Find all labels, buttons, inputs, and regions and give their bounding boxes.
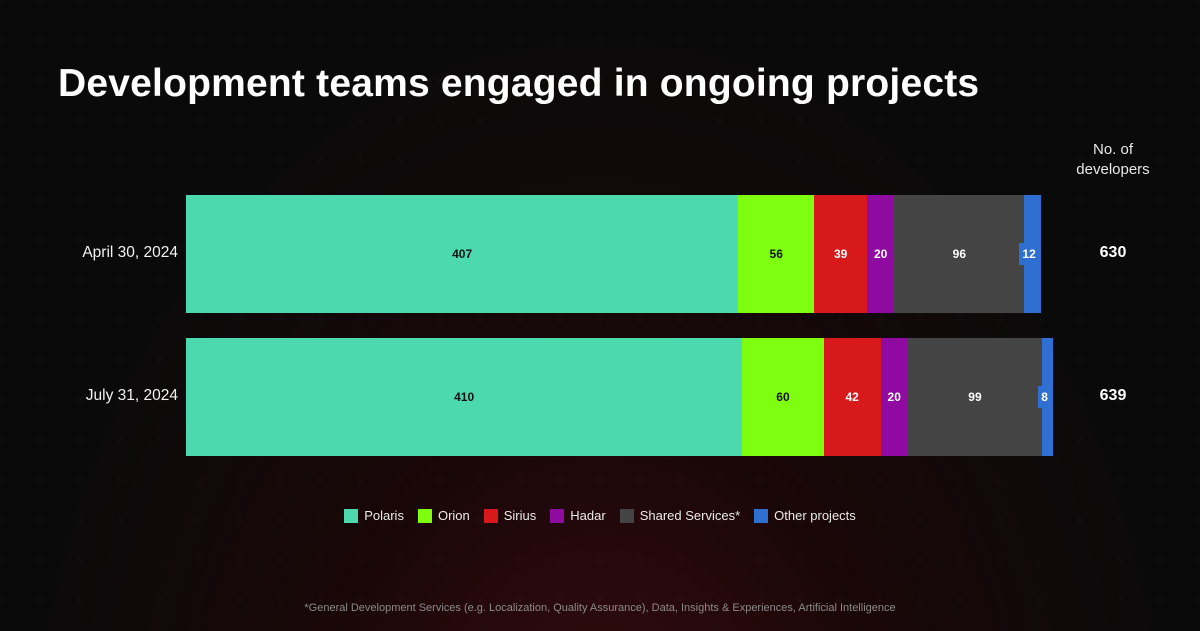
- bar-segment-shared-services: 96: [894, 195, 1025, 313]
- legend-swatch: [754, 508, 769, 523]
- stacked-bar: 407 56 39 20 96 12: [186, 195, 1041, 313]
- legend-swatch: [417, 508, 432, 523]
- legend-swatch: [483, 508, 498, 523]
- bar-segment-sirius: 42: [823, 338, 881, 456]
- legend-label: Other projects: [774, 508, 856, 523]
- data-label: 12: [1019, 243, 1039, 265]
- row-total: 630: [1099, 244, 1127, 261]
- data-label: 96: [952, 247, 967, 261]
- total-header-text: No. of developers: [1076, 141, 1150, 178]
- bar-segment-shared-services: 99: [907, 338, 1043, 456]
- data-label: 20: [873, 247, 888, 261]
- data-label: 60: [776, 390, 790, 404]
- legend-label: Orion: [437, 508, 470, 523]
- legend-label: Sirius: [503, 508, 537, 523]
- row-label: April 30, 2024: [82, 244, 178, 261]
- bar-segment-orion: 60: [742, 338, 824, 456]
- legend-item: Polaris: [344, 508, 404, 523]
- legend-item: Other projects: [754, 508, 856, 523]
- bar-segment-polaris: 410: [186, 338, 743, 456]
- bar-segment-sirius: 39: [814, 195, 868, 313]
- legend-item: Sirius: [483, 508, 537, 523]
- legend-label: Shared Services*: [639, 508, 741, 523]
- legend-label: Polaris: [364, 508, 404, 523]
- data-label: 8: [1038, 386, 1051, 408]
- legend: Polaris Orion Sirius Hadar Shared Services* O…: [0, 508, 1200, 523]
- chart-title: Development teams engaged in ongoing pro…: [58, 62, 980, 105]
- row-total: 639: [1099, 387, 1127, 404]
- bar-segment-other-projects: 8: [1038, 338, 1053, 456]
- bar-segment-other-projects: 12: [1019, 195, 1041, 313]
- legend-swatch: [619, 508, 634, 523]
- data-label: 410: [454, 390, 475, 404]
- legend-label: Hadar: [570, 508, 606, 523]
- legend-item: Shared Services*: [619, 508, 741, 523]
- stacked-bar: 410 60 42 20 99 8: [186, 338, 1053, 456]
- bar-segment-hadar: 20: [867, 195, 895, 313]
- bar-segment-orion: 56: [738, 195, 815, 313]
- legend-item: Hadar: [550, 508, 606, 523]
- total-header: No. of developers: [1062, 140, 1164, 180]
- legend-swatch: [344, 508, 359, 523]
- data-label: 407: [452, 247, 473, 261]
- footnote: *General Development Services (e.g. Loca…: [304, 602, 896, 614]
- data-label: 56: [769, 247, 783, 261]
- legend-item: Orion: [417, 508, 470, 523]
- data-label: 39: [833, 247, 848, 261]
- row-label: July 31, 2024: [85, 387, 178, 404]
- data-label: 42: [845, 390, 859, 404]
- data-label: 99: [968, 390, 982, 404]
- bar-segment-polaris: 407: [186, 195, 739, 313]
- data-label: 20: [887, 390, 901, 404]
- legend-swatch: [550, 508, 565, 523]
- bar-segment-hadar: 20: [880, 338, 908, 456]
